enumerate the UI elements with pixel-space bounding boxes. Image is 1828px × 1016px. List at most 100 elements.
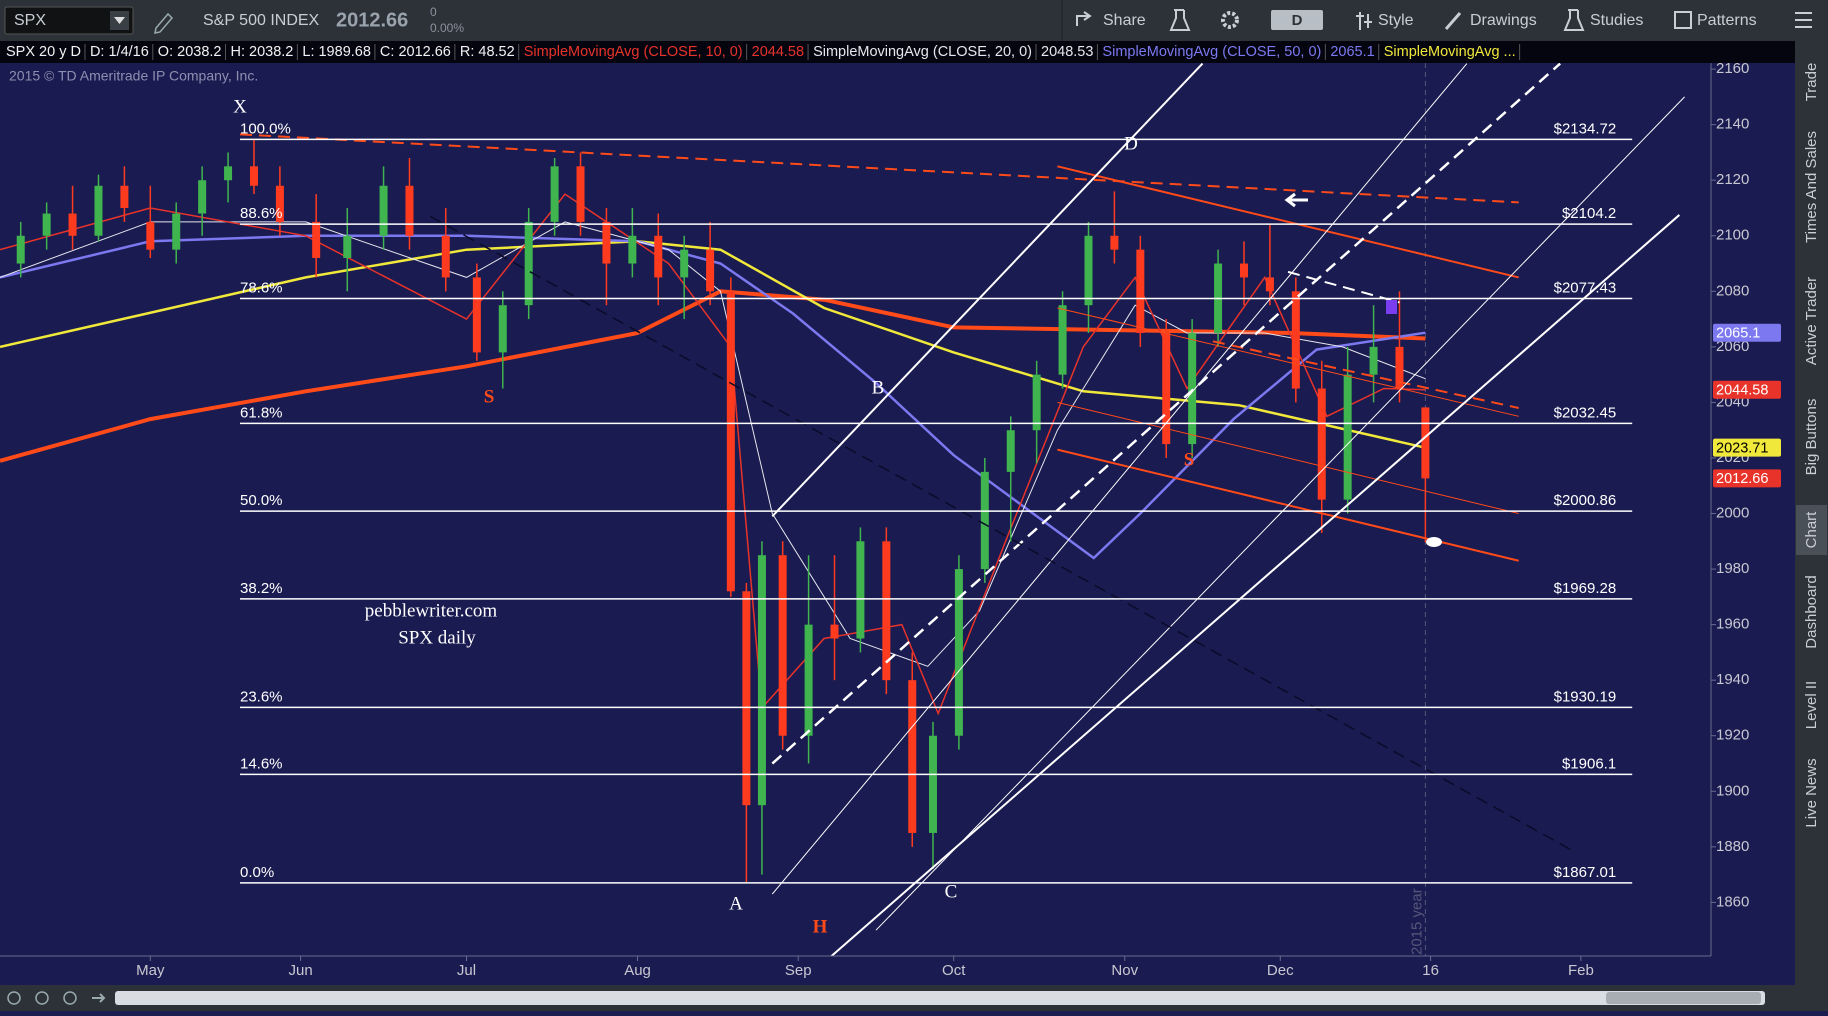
year-label: 2015 year: [1408, 888, 1425, 955]
info-bar: [0, 41, 1795, 63]
x-tick-label: Dec: [1267, 962, 1294, 979]
candle-body: [954, 569, 963, 736]
info-item: SimpleMovingAvg (CLOSE, 20, 0): [813, 44, 1032, 60]
candle-body: [343, 235, 352, 258]
price-badge-label: 2065.1: [1716, 326, 1760, 342]
drawings-button[interactable]: Drawings: [1470, 12, 1537, 29]
annotation: X: [233, 96, 247, 117]
trend-line: [830, 214, 1681, 956]
sidebar-tab[interactable]: Trade: [1803, 63, 1820, 102]
style-button[interactable]: Style: [1378, 12, 1414, 29]
y-tick-label: 2000: [1716, 504, 1749, 521]
info-item: 2065.1: [1330, 44, 1374, 60]
sidebar-tab[interactable]: Chart: [1803, 511, 1820, 549]
info-item: SPX 20 y D: [6, 44, 81, 60]
zoom-in[interactable]: [7, 991, 21, 1005]
candle-body: [275, 185, 284, 222]
candle-body: [1058, 305, 1067, 375]
x-axis: May Jun Jul Aug Sep Oct Nov Dec 16 Feb: [136, 956, 1594, 979]
x-tick-label: Jul: [457, 962, 476, 979]
sidebar-tab[interactable]: Dashboard: [1803, 575, 1820, 648]
fib-price: $2134.72: [1554, 120, 1617, 137]
marker-annotation: [1386, 300, 1397, 314]
scroll-thumb[interactable]: [1606, 992, 1761, 1004]
fib-pct: 78.6%: [240, 279, 283, 296]
zoom-reset[interactable]: [63, 991, 77, 1005]
info-item: O: 2038.2: [158, 44, 222, 60]
price-axis: [1711, 63, 1795, 956]
moving-average: [0, 193, 1426, 716]
candle-body: [980, 471, 989, 570]
candle-body: [726, 291, 735, 592]
price-badge: [1713, 469, 1781, 488]
fib-price: $2032.45: [1554, 404, 1617, 421]
price-badge-label: 2012.66: [1716, 471, 1768, 487]
aggregation-box[interactable]: [1271, 10, 1323, 30]
pencil-icon[interactable]: [154, 12, 174, 34]
info-item: SimpleMovingAvg ...: [1384, 44, 1516, 60]
candle-body: [472, 277, 481, 353]
candle-body: [550, 166, 559, 222]
annotation: A: [729, 893, 743, 914]
candle-body: [706, 249, 715, 292]
candle-body: [120, 185, 129, 208]
zoom-out[interactable]: [35, 991, 49, 1005]
trend-line: [1057, 401, 1519, 515]
trend-line: [875, 96, 1685, 931]
y-tick-label: 2120: [1716, 171, 1749, 188]
price-badge: [1713, 380, 1781, 399]
candle-body: [146, 221, 155, 250]
candle-body: [1188, 332, 1197, 445]
scrollbar[interactable]: [115, 991, 1765, 1005]
info-item: 2048.53: [1041, 44, 1093, 60]
candle-body: [908, 680, 917, 833]
fib-price: $2104.2: [1562, 205, 1616, 222]
sidebar-tab[interactable]: Live News: [1803, 758, 1820, 827]
candle-body: [312, 221, 321, 258]
y-tick-label: 1940: [1716, 671, 1749, 688]
sidebar-tab[interactable]: Big Buttons: [1803, 399, 1820, 476]
flask-icon[interactable]: [1169, 9, 1191, 31]
candle-body: [1265, 277, 1274, 292]
share-button[interactable]: Share: [1103, 12, 1146, 29]
candle-body: [68, 213, 77, 236]
studies-button[interactable]: Studies: [1590, 12, 1643, 29]
y-tick-label: 1880: [1716, 838, 1749, 855]
fib-pct: 61.8%: [240, 404, 283, 421]
moving-average: [0, 240, 1426, 449]
candle-body: [1084, 235, 1093, 306]
candle-body: [94, 185, 103, 236]
trend-line: [1287, 270, 1400, 304]
x-tick-label: Nov: [1111, 962, 1138, 979]
settings-icon[interactable]: [1221, 11, 1239, 29]
sidebar-tabs: Trade Times And Sales Active Trader Big But…: [1803, 63, 1820, 828]
candle-body: [1032, 374, 1041, 431]
candle-body: [1317, 388, 1326, 500]
fib-price: $1930.19: [1554, 688, 1617, 705]
annotation: C: [945, 881, 958, 902]
scroll-right[interactable]: [92, 993, 106, 1003]
price-badge-label: 2023.71: [1716, 440, 1768, 456]
sidebar-tab[interactable]: Active Trader: [1803, 277, 1820, 365]
sidebar-tab[interactable]: Times And Sales: [1803, 131, 1820, 243]
candle-body: [1110, 235, 1119, 250]
symbol-input[interactable]: [4, 6, 134, 35]
share-icon: [1076, 11, 1092, 26]
fib-price: $1906.1: [1562, 755, 1616, 772]
trend-line: [239, 133, 1519, 204]
fib-pct: 38.2%: [240, 580, 283, 597]
y-tick-label: 1980: [1716, 560, 1749, 577]
trend-line: [429, 215, 1577, 854]
candle-body: [405, 185, 414, 236]
patterns-button[interactable]: Patterns: [1697, 12, 1757, 29]
candle-body: [576, 166, 585, 222]
sidebar-tab[interactable]: Level II: [1803, 681, 1820, 729]
x-tick-label: Jun: [289, 962, 313, 979]
candle-body: [1421, 407, 1430, 479]
last-price: 2012.66: [336, 9, 408, 31]
annotation: S: [484, 386, 495, 407]
menu-icon[interactable]: [1795, 12, 1812, 28]
info-item: R: 48.52: [460, 44, 515, 60]
